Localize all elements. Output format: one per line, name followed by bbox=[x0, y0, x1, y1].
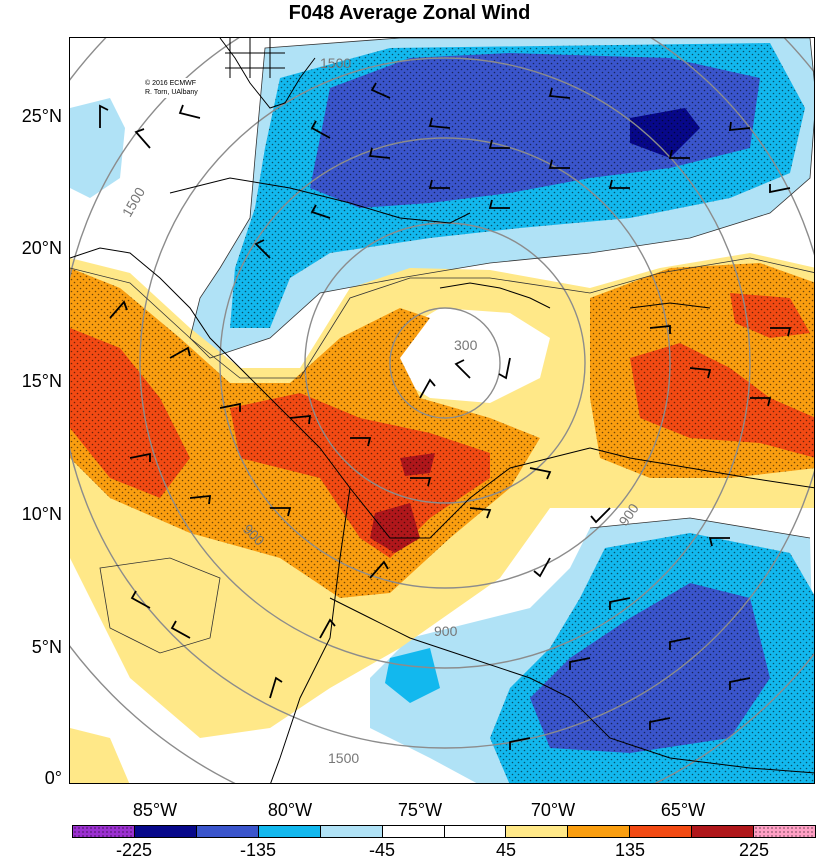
colorbar-tick-135: 135 bbox=[614, 840, 646, 860]
ring-label-1500-b: 1500 bbox=[119, 184, 149, 219]
lat-label-5n: 5°N bbox=[31, 637, 62, 657]
credit-line-2: R. Torn, UAlbany bbox=[145, 89, 198, 96]
colorbar-segment bbox=[134, 826, 197, 837]
colorbar-segment bbox=[382, 826, 445, 837]
ring-label-300: 300 bbox=[454, 337, 478, 353]
colorbar-tick-225: 225 bbox=[738, 840, 770, 860]
lat-label-10n: 10°N bbox=[21, 504, 62, 524]
colorbar bbox=[72, 825, 816, 838]
lon-label-80w: 80°W bbox=[267, 800, 313, 820]
ring-label-1500: 1500 bbox=[320, 55, 351, 71]
colorbar-segment bbox=[444, 826, 507, 837]
lat-label-25n: 25°N bbox=[21, 106, 62, 126]
colorbar-segment bbox=[196, 826, 259, 837]
coastlines bbox=[70, 38, 814, 783]
range-rings bbox=[70, 38, 814, 783]
credit-box: © 2016 ECMWF R. Torn, UAlbany bbox=[142, 78, 201, 98]
map-panel: 300 900 900 900 1500 1500 1500 © 2016 EC… bbox=[69, 37, 815, 784]
credit-line-1: © 2016 ECMWF bbox=[145, 80, 197, 87]
colorbar-segment bbox=[258, 826, 321, 837]
colorbar-tick-neg225: -225 bbox=[115, 840, 153, 860]
lat-label-15n: 15°N bbox=[21, 371, 62, 391]
colorbar-segment bbox=[630, 826, 693, 837]
contour-lines bbox=[70, 38, 814, 654]
zonal-wind-map: 300 900 900 900 1500 1500 1500 bbox=[70, 38, 814, 783]
lat-label-20n: 20°N bbox=[21, 238, 62, 258]
colorbar-segment bbox=[73, 826, 135, 837]
lon-label-65w: 65°W bbox=[660, 800, 706, 820]
colorbar-tick-45: 45 bbox=[495, 840, 517, 860]
colorbar-tick-neg135: -135 bbox=[239, 840, 277, 860]
lon-label-75w: 75°W bbox=[397, 800, 443, 820]
colorbar-tick-neg45: -45 bbox=[368, 840, 396, 860]
ring-label-900-b: 900 bbox=[434, 623, 458, 639]
colorbar-segment bbox=[568, 826, 631, 837]
plot-title: F048 Average Zonal Wind bbox=[288, 2, 531, 24]
lon-label-70w: 70°W bbox=[530, 800, 576, 820]
colorbar-segment bbox=[320, 826, 383, 837]
lon-label-85w: 85°W bbox=[132, 800, 178, 820]
wind-barbs bbox=[99, 82, 792, 750]
ring-label-1500-c: 1500 bbox=[328, 750, 359, 766]
colorbar-segment bbox=[754, 826, 816, 837]
colorbar-segment bbox=[692, 826, 755, 837]
colorbar-segment bbox=[506, 826, 569, 837]
lat-label-0: 0° bbox=[44, 768, 62, 788]
